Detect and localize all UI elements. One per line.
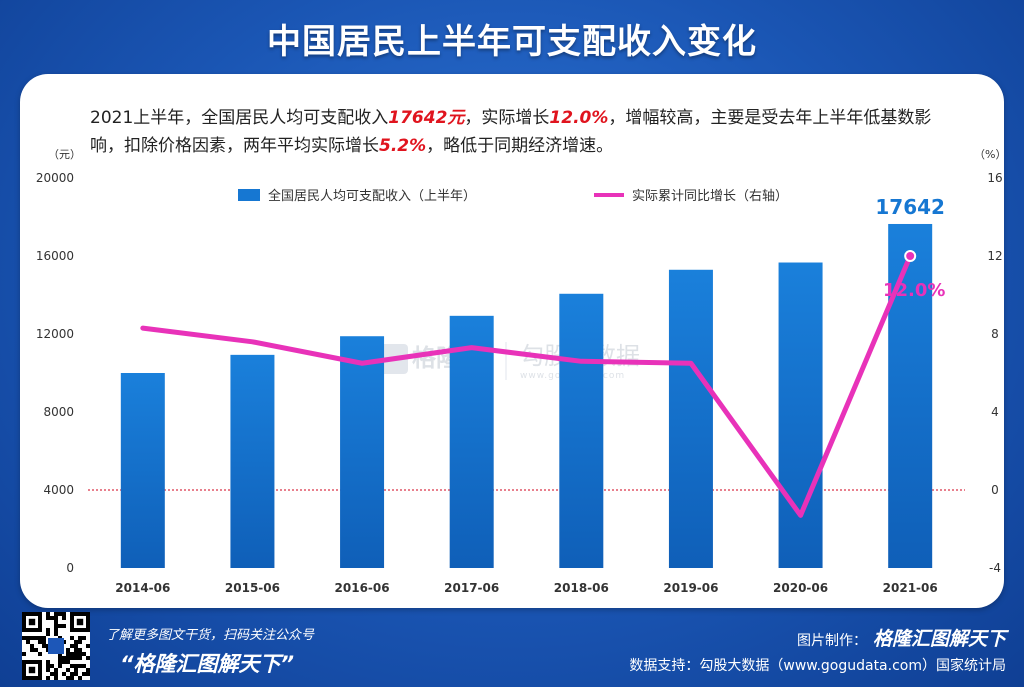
bar-2019-06 — [668, 269, 713, 568]
y-left-tick-label: 8000 — [43, 405, 74, 419]
growth-line — [140, 253, 913, 518]
x-tick-label: 2017-06 — [444, 581, 499, 595]
legend-bar-swatch — [238, 189, 260, 201]
credit-brand: 格隆汇图解天下 — [872, 628, 1006, 650]
x-tick-label: 2020-06 — [773, 581, 828, 595]
y-right-tick-label: 12 — [987, 249, 1002, 263]
y-right-tick-label: 16 — [987, 171, 1002, 185]
income-chart: 格隆汇勾股大数据www.gogudata.com 040008000120001… — [36, 148, 1004, 595]
desc-part-1: 2021上半年，全国居民人均可支配收入 — [90, 108, 389, 128]
x-tick-label: 2021-06 — [883, 581, 938, 595]
footer-credit: 图片制作： 格隆汇图解天下 — [797, 624, 1006, 651]
x-tick-label: 2015-06 — [225, 581, 280, 595]
desc-part-3: ，增幅较高，主要是受去年上半年低基数影响，扣除价格因素，两年平均实际增长 — [90, 108, 932, 156]
page-title: 中国居民上半年可支配收入变化 — [267, 22, 757, 62]
qr-center-logo-icon — [48, 638, 64, 654]
bar-value-label: 17642 — [875, 195, 945, 219]
y-left-tick-label: 12000 — [36, 327, 74, 341]
bar-2017-06 — [449, 315, 494, 568]
credit-label: 图片制作： — [796, 633, 867, 649]
desc-growth-highlight: 12.0% — [549, 108, 609, 128]
y-right-tick-label: 4 — [991, 405, 999, 419]
description-text: 2021上半年，全国居民人均可支配收入17642元，实际增长12.0%，增幅较高… — [90, 104, 935, 160]
desc-part-4: ，略低于同期经济增速。 — [426, 136, 614, 156]
x-tick-label: 2016-06 — [335, 581, 390, 595]
y-left-unit-label: （元） — [48, 148, 81, 161]
footer-source: 数据支持：勾股大数据（www.gogudata.com）国家统计局 — [629, 658, 1006, 674]
y-right-tick-label: 8 — [991, 327, 999, 341]
y-right-unit-label: （%） — [974, 148, 1004, 161]
y-left-tick-label: 20000 — [36, 171, 74, 185]
qr-code — [22, 612, 90, 680]
y-right-tick-label: -4 — [989, 561, 1001, 575]
bar-2014-06 — [120, 373, 165, 568]
desc-part-2: ，实际增长 — [464, 108, 550, 128]
y-left-tick-label: 4000 — [43, 483, 74, 497]
y-right-tick-label: 0 — [991, 483, 999, 497]
x-tick-label: 2014-06 — [115, 581, 170, 595]
bar-2021-06 — [888, 223, 933, 568]
footer-slogan: “格隆汇图解天下” — [120, 652, 295, 676]
x-tick-label: 2019-06 — [663, 581, 718, 595]
bar-2015-06 — [230, 354, 275, 568]
y-left-tick-label: 0 — [66, 561, 74, 575]
desc-avg-highlight: 5.2% — [379, 136, 427, 156]
line-value-label: 12.0% — [883, 280, 945, 301]
footer-promo: 了解更多图文干货，扫码关注公众号 — [106, 628, 315, 643]
x-tick-label: 2018-06 — [554, 581, 609, 595]
y-left-tick-label: 16000 — [36, 249, 74, 263]
bar-2018-06 — [559, 293, 604, 568]
legend-bar-label: 全国居民人均可支配收入（上半年） — [268, 188, 476, 204]
legend-line-label: 实际累计同比增长（右轴） — [632, 189, 788, 204]
chart-card — [20, 74, 1004, 608]
bar-2020-06 — [778, 262, 823, 568]
desc-income-highlight: 17642元 — [388, 108, 465, 128]
bar-2016-06 — [340, 336, 385, 568]
growth-last-point — [904, 250, 917, 262]
